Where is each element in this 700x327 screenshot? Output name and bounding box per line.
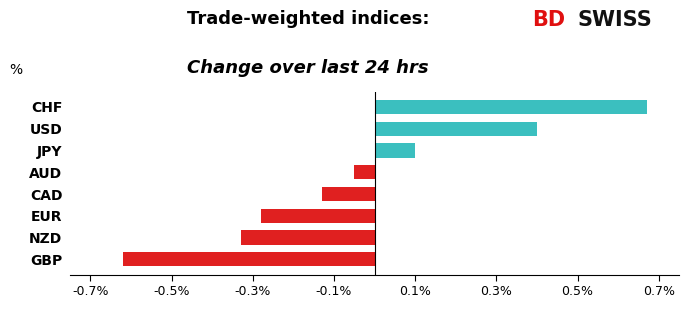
Bar bbox=[374, 144, 415, 158]
Text: BD: BD bbox=[532, 10, 565, 30]
Bar bbox=[374, 100, 647, 114]
Text: %: % bbox=[9, 63, 22, 77]
Text: Trade-weighted indices:: Trade-weighted indices: bbox=[187, 10, 429, 28]
Bar bbox=[354, 165, 374, 179]
Text: SWISS: SWISS bbox=[578, 10, 652, 30]
Bar bbox=[241, 231, 374, 245]
Bar bbox=[261, 209, 375, 223]
Bar bbox=[374, 122, 537, 136]
Text: Change over last 24 hrs: Change over last 24 hrs bbox=[187, 59, 429, 77]
Bar bbox=[122, 252, 374, 267]
Bar bbox=[322, 187, 374, 201]
